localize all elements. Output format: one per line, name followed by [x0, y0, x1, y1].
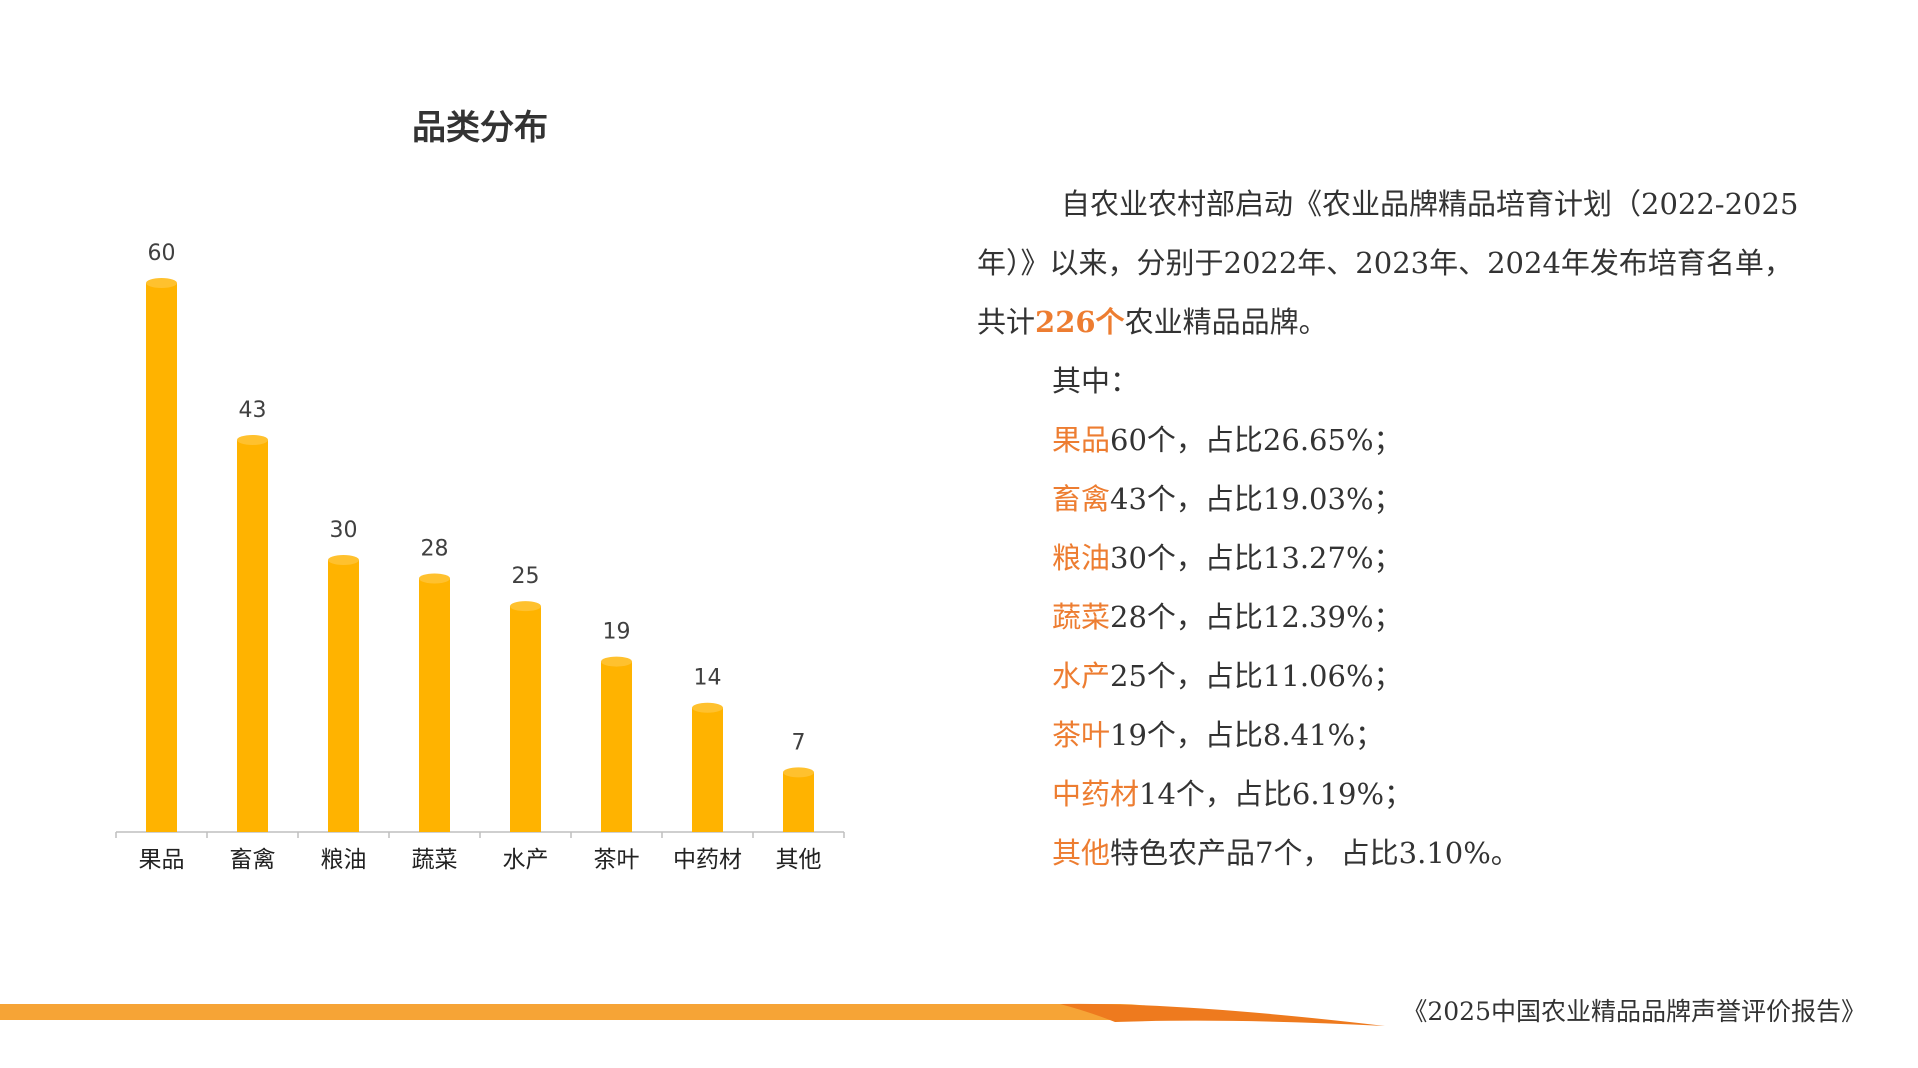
bar — [419, 578, 450, 832]
category-item-detail: 特色农产品7个， 占比3.10%。 — [1110, 836, 1520, 870]
category-item-name: 其他 — [1052, 836, 1111, 870]
bar — [783, 772, 814, 832]
bar-cap — [601, 656, 632, 667]
footer-band — [0, 1003, 1385, 1026]
bar-value-label: 28 — [421, 536, 449, 561]
x-tick-label: 中药材 — [673, 847, 742, 873]
category-item-name: 果品 — [1052, 423, 1111, 457]
category-item-name: 粮油 — [1052, 541, 1111, 575]
bar-value-label: 60 — [148, 241, 176, 266]
intro-text: 自农业农村部启动《农业品牌精品培育计划（2022-2025年）》以来，分别于20… — [977, 187, 1799, 339]
bar — [692, 707, 723, 832]
bar-cap — [419, 573, 450, 584]
category-item-name: 蔬菜 — [1052, 600, 1111, 634]
chart-title: 品类分布 — [412, 108, 548, 148]
category-item-row: 中药材14个，占比6.19%； — [1052, 765, 1817, 824]
category-item-row: 果品60个，占比26.65%； — [1052, 411, 1817, 470]
category-item-detail: 28个，占比12.39%； — [1110, 600, 1403, 634]
footer-band-swoosh — [1060, 1003, 1385, 1026]
category-rows: 果品60个，占比26.65%； 畜禽43个，占比19.03%； 粮油30个，占比13… — [1052, 411, 1817, 883]
bar-value-label: 30 — [330, 518, 358, 543]
bar — [328, 560, 359, 832]
bar-value-label: 25 — [512, 564, 540, 589]
sub-heading: 其中： — [1052, 364, 1140, 398]
report-title: 《2025中国农业精品品牌声誉评价报告》 — [1402, 997, 1866, 1026]
x-tick-label: 粮油 — [321, 847, 367, 873]
category-item-row: 畜禽43个，占比19.03%； — [1052, 470, 1817, 529]
x-tick-label: 畜禽 — [230, 847, 276, 873]
total-count-highlight: 226个 — [1035, 305, 1125, 339]
bar-group: 7 其他 — [776, 730, 822, 873]
category-item-row: 蔬菜28个，占比12.39%； — [1052, 588, 1817, 647]
bar — [146, 283, 177, 832]
bar — [601, 661, 632, 832]
category-item-detail: 14个，占比6.19%； — [1139, 777, 1414, 811]
x-tick-label: 蔬菜 — [412, 847, 458, 873]
bar-group: 19 茶叶 — [594, 620, 640, 873]
category-item-row: 粮油30个，占比13.27%； — [1052, 529, 1817, 588]
category-item-name: 中药材 — [1052, 777, 1140, 811]
bar-chart: 60 果品 43 畜禽 30 粮油 28 蔬菜 25 水产 19 茶叶 14 中药材 7 其他 — [115, 241, 845, 873]
x-tick-label: 果品 — [139, 847, 185, 873]
intro-paragraph: 自农业农村部启动《农业品牌精品培育计划（2022-2025年）》以来，分别于20… — [977, 175, 1817, 352]
bar-cap — [692, 702, 723, 713]
x-tick-label: 茶叶 — [594, 847, 640, 873]
category-item-row: 茶叶19个，占比8.41%； — [1052, 706, 1817, 765]
bar-group: 14 中药材 — [673, 666, 742, 873]
x-tick-label: 水产 — [503, 847, 549, 873]
category-item-detail: 19个，占比8.41%； — [1110, 718, 1385, 752]
bar-group: 28 蔬菜 — [412, 536, 458, 873]
bar-group: 25 水产 — [503, 564, 549, 873]
bar-value-label: 7 — [792, 730, 806, 755]
description-panel: 自农业农村部启动《农业品牌精品培育计划（2022-2025年）》以来，分别于20… — [977, 175, 1817, 883]
footer-band-main — [0, 1004, 1210, 1020]
bar — [237, 439, 268, 832]
bar-group: 60 果品 — [139, 241, 185, 873]
bar-cap — [510, 601, 541, 612]
bar — [510, 606, 541, 832]
category-item-name: 水产 — [1052, 659, 1111, 693]
bar-group: 30 粮油 — [321, 518, 367, 873]
category-item-detail: 30个，占比13.27%； — [1110, 541, 1403, 575]
bar-value-label: 43 — [239, 398, 267, 423]
bar-cap — [783, 767, 814, 778]
bar-cap — [328, 555, 359, 565]
category-list: 其中： 果品60个，占比26.65%； 畜禽43个，占比19.03%； 粮油30个，… — [977, 352, 1817, 883]
bar-cap — [237, 434, 268, 445]
category-item-detail: 43个，占比19.03%； — [1110, 482, 1403, 516]
category-item-detail: 25个，占比11.06%； — [1110, 659, 1403, 693]
category-item-row: 其他特色农产品7个， 占比3.10%。 — [1052, 824, 1817, 883]
category-item-name: 茶叶 — [1052, 718, 1111, 752]
intro-text-end: 农业精品品牌。 — [1124, 305, 1328, 339]
category-item-name: 畜禽 — [1052, 482, 1111, 516]
bar-value-label: 14 — [694, 666, 722, 691]
category-item-row: 水产25个，占比11.06%； — [1052, 647, 1817, 706]
bar-cap — [146, 278, 177, 288]
x-tick-label: 其他 — [776, 847, 822, 873]
category-item-detail: 60个，占比26.65%； — [1110, 423, 1403, 457]
bar-group: 43 畜禽 — [230, 398, 276, 873]
bar-value-label: 19 — [603, 620, 631, 645]
